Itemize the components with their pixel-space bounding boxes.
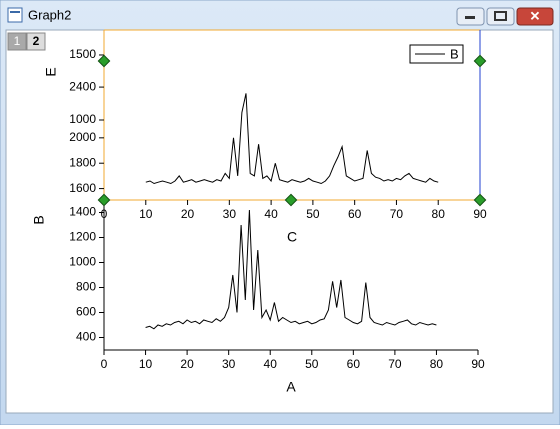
x-tick-label: 0 [101,357,108,371]
y-tick-label: 1000 [69,255,96,269]
minimize-icon [465,16,475,19]
y-tick-label: 600 [76,305,96,319]
x-tick-label: 90 [471,357,485,371]
y-axis-label: E [43,67,59,76]
app-icon-bar [10,11,20,13]
x-tick-label: 70 [390,207,404,221]
app-icon [7,7,23,23]
selection-handle [97,54,111,68]
x-tick-label: 10 [139,207,153,221]
x-tick-label: 50 [305,357,319,371]
y-tick-label: 800 [76,280,96,294]
x-tick-label: 60 [348,207,362,221]
y-tick-label: 2000 [69,130,96,144]
x-tick-label: 40 [264,357,278,371]
selection-handle [473,193,487,207]
x-tick-label: 0 [101,207,108,221]
close-icon: ✕ [530,8,541,23]
close-button[interactable] [516,7,554,26]
y-tick-label: 1600 [69,181,96,195]
selection-handle [97,193,111,207]
x-tick-label: 40 [264,207,278,221]
x-tick-label: 50 [306,207,320,221]
y-axis-label: B [31,215,47,224]
y2-tick-label: 1500 [69,47,96,61]
x-axis-label: A [286,379,296,395]
maximize-icon [494,11,507,21]
x-tick-label: 60 [347,357,361,371]
x-tick-label: 20 [181,207,195,221]
layer-tab-label: 2 [33,34,40,48]
layer-tab[interactable] [7,32,27,51]
maximize-button[interactable] [486,7,515,26]
x-tick-label: 30 [222,357,236,371]
window-title: Graph2 [28,7,71,22]
legend-label: B [450,46,459,61]
x-axis-label: C [287,229,297,245]
y-tick-label: 1200 [69,230,96,244]
layer-tab-label: 1 [14,34,21,48]
x-tick-label: 30 [223,207,237,221]
data-line [145,209,437,330]
x-tick-label: 80 [430,357,444,371]
layer-tab[interactable] [26,32,46,51]
selection-handle [473,54,487,68]
y-tick-label: 1800 [69,155,96,169]
selection-handle [284,193,298,207]
x-tick-label: 70 [388,357,402,371]
x-tick-label: 80 [432,207,446,221]
x-tick-label: 20 [180,357,194,371]
x-tick-label: 10 [139,357,153,371]
x-tick-label: 90 [473,207,487,221]
y-tick-label: 2400 [69,79,96,93]
y-tick-label: 400 [76,330,96,344]
y-tick-label: 1400 [69,205,96,219]
y2-tick-label: 1000 [69,112,96,126]
data-line [145,93,439,185]
client-area [5,29,554,414]
